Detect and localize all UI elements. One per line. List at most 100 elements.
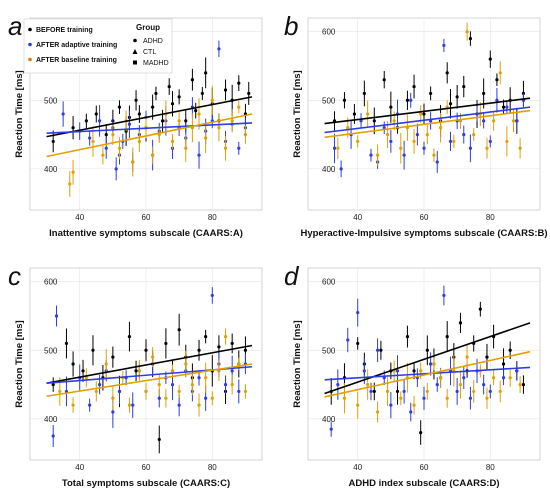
fit-line-1 bbox=[324, 106, 531, 134]
data-point bbox=[508, 376, 512, 380]
data-point bbox=[521, 382, 526, 387]
data-point bbox=[237, 105, 241, 109]
data-point bbox=[160, 119, 165, 123]
fit-line-2 bbox=[324, 350, 531, 398]
y-axis-title: Reaction Time [ms] bbox=[14, 70, 25, 157]
data-point bbox=[94, 112, 98, 116]
data-point bbox=[382, 126, 386, 130]
y-axis-title: Reaction Time [ms] bbox=[292, 70, 303, 157]
data-point bbox=[88, 403, 92, 407]
data-point bbox=[505, 139, 509, 144]
data-point bbox=[425, 348, 429, 352]
data-point bbox=[356, 310, 360, 315]
data-point bbox=[164, 396, 168, 400]
y-tick-label: 500 bbox=[322, 96, 336, 105]
data-point bbox=[356, 341, 360, 346]
data-point bbox=[51, 434, 55, 438]
data-point bbox=[415, 132, 419, 137]
data-point bbox=[462, 376, 466, 380]
legend-marker bbox=[28, 57, 32, 62]
data-point bbox=[422, 112, 426, 116]
data-point bbox=[342, 396, 347, 400]
data-point bbox=[170, 369, 175, 373]
panel-b: 40 60 80 400 500 600 Hyperactive-Impulsive sym… bbox=[284, 11, 548, 239]
data-point bbox=[458, 382, 463, 387]
data-point bbox=[134, 369, 138, 373]
data-point bbox=[230, 341, 234, 346]
series-2 bbox=[58, 328, 248, 417]
data-point bbox=[170, 102, 175, 106]
y-tick-label: 400 bbox=[322, 415, 336, 424]
data-point bbox=[356, 139, 360, 144]
data-point bbox=[518, 146, 522, 150]
data-point bbox=[402, 153, 406, 157]
data-point bbox=[177, 328, 181, 332]
y-tick-label: 400 bbox=[44, 415, 58, 424]
data-point bbox=[465, 30, 469, 34]
data-point bbox=[81, 369, 85, 373]
series-0 bbox=[51, 313, 248, 454]
data-point bbox=[376, 348, 380, 352]
data-point bbox=[399, 146, 403, 150]
data-point bbox=[210, 396, 214, 400]
data-point bbox=[442, 43, 446, 48]
data-point bbox=[332, 146, 337, 150]
x-tick-label: 60 bbox=[420, 213, 429, 222]
data-point bbox=[243, 348, 248, 352]
data-point bbox=[114, 167, 118, 171]
data-point bbox=[204, 396, 208, 400]
data-point bbox=[385, 389, 390, 394]
data-point bbox=[151, 355, 155, 359]
data-point bbox=[194, 108, 198, 113]
data-point bbox=[385, 132, 390, 137]
data-point bbox=[223, 382, 228, 387]
data-point bbox=[98, 119, 102, 123]
data-point bbox=[402, 389, 406, 394]
data-point bbox=[442, 293, 446, 298]
y-tick-label: 500 bbox=[44, 96, 58, 105]
data-point bbox=[71, 362, 75, 366]
data-point bbox=[177, 403, 181, 407]
x-tick-label: 60 bbox=[142, 463, 151, 472]
data-point bbox=[54, 314, 59, 318]
data-point bbox=[111, 396, 115, 400]
data-point bbox=[217, 47, 221, 51]
data-point bbox=[71, 170, 75, 174]
data-point bbox=[177, 95, 181, 99]
data-point bbox=[204, 71, 208, 75]
data-point bbox=[237, 362, 241, 366]
data-point bbox=[501, 376, 506, 380]
data-point bbox=[111, 132, 115, 137]
data-point bbox=[247, 91, 251, 96]
fit-line-2 bbox=[324, 109, 531, 139]
data-point bbox=[498, 389, 502, 394]
data-point bbox=[389, 403, 393, 407]
data-point bbox=[435, 382, 439, 387]
data-point bbox=[237, 146, 241, 150]
data-point bbox=[392, 119, 396, 123]
panel-letter: d bbox=[284, 261, 300, 291]
data-point bbox=[217, 126, 221, 130]
data-point bbox=[137, 369, 141, 373]
data-point bbox=[64, 341, 69, 346]
data-point bbox=[230, 119, 234, 123]
data-point bbox=[438, 376, 443, 380]
data-point bbox=[482, 119, 486, 123]
data-point bbox=[117, 105, 122, 109]
data-point bbox=[329, 427, 333, 431]
data-point bbox=[399, 396, 403, 400]
data-point bbox=[405, 98, 410, 102]
data-point bbox=[472, 132, 476, 137]
data-point bbox=[58, 389, 62, 394]
data-point bbox=[429, 362, 433, 366]
legend-entry: BEFORE training bbox=[36, 27, 93, 34]
data-point bbox=[177, 119, 181, 123]
data-point bbox=[104, 146, 108, 150]
fit-line-2 bbox=[46, 363, 253, 398]
data-point bbox=[455, 389, 459, 394]
data-point bbox=[200, 91, 204, 96]
data-point bbox=[98, 382, 102, 387]
data-point bbox=[488, 57, 492, 61]
panel-letter: c bbox=[8, 261, 21, 291]
data-point bbox=[369, 389, 373, 394]
